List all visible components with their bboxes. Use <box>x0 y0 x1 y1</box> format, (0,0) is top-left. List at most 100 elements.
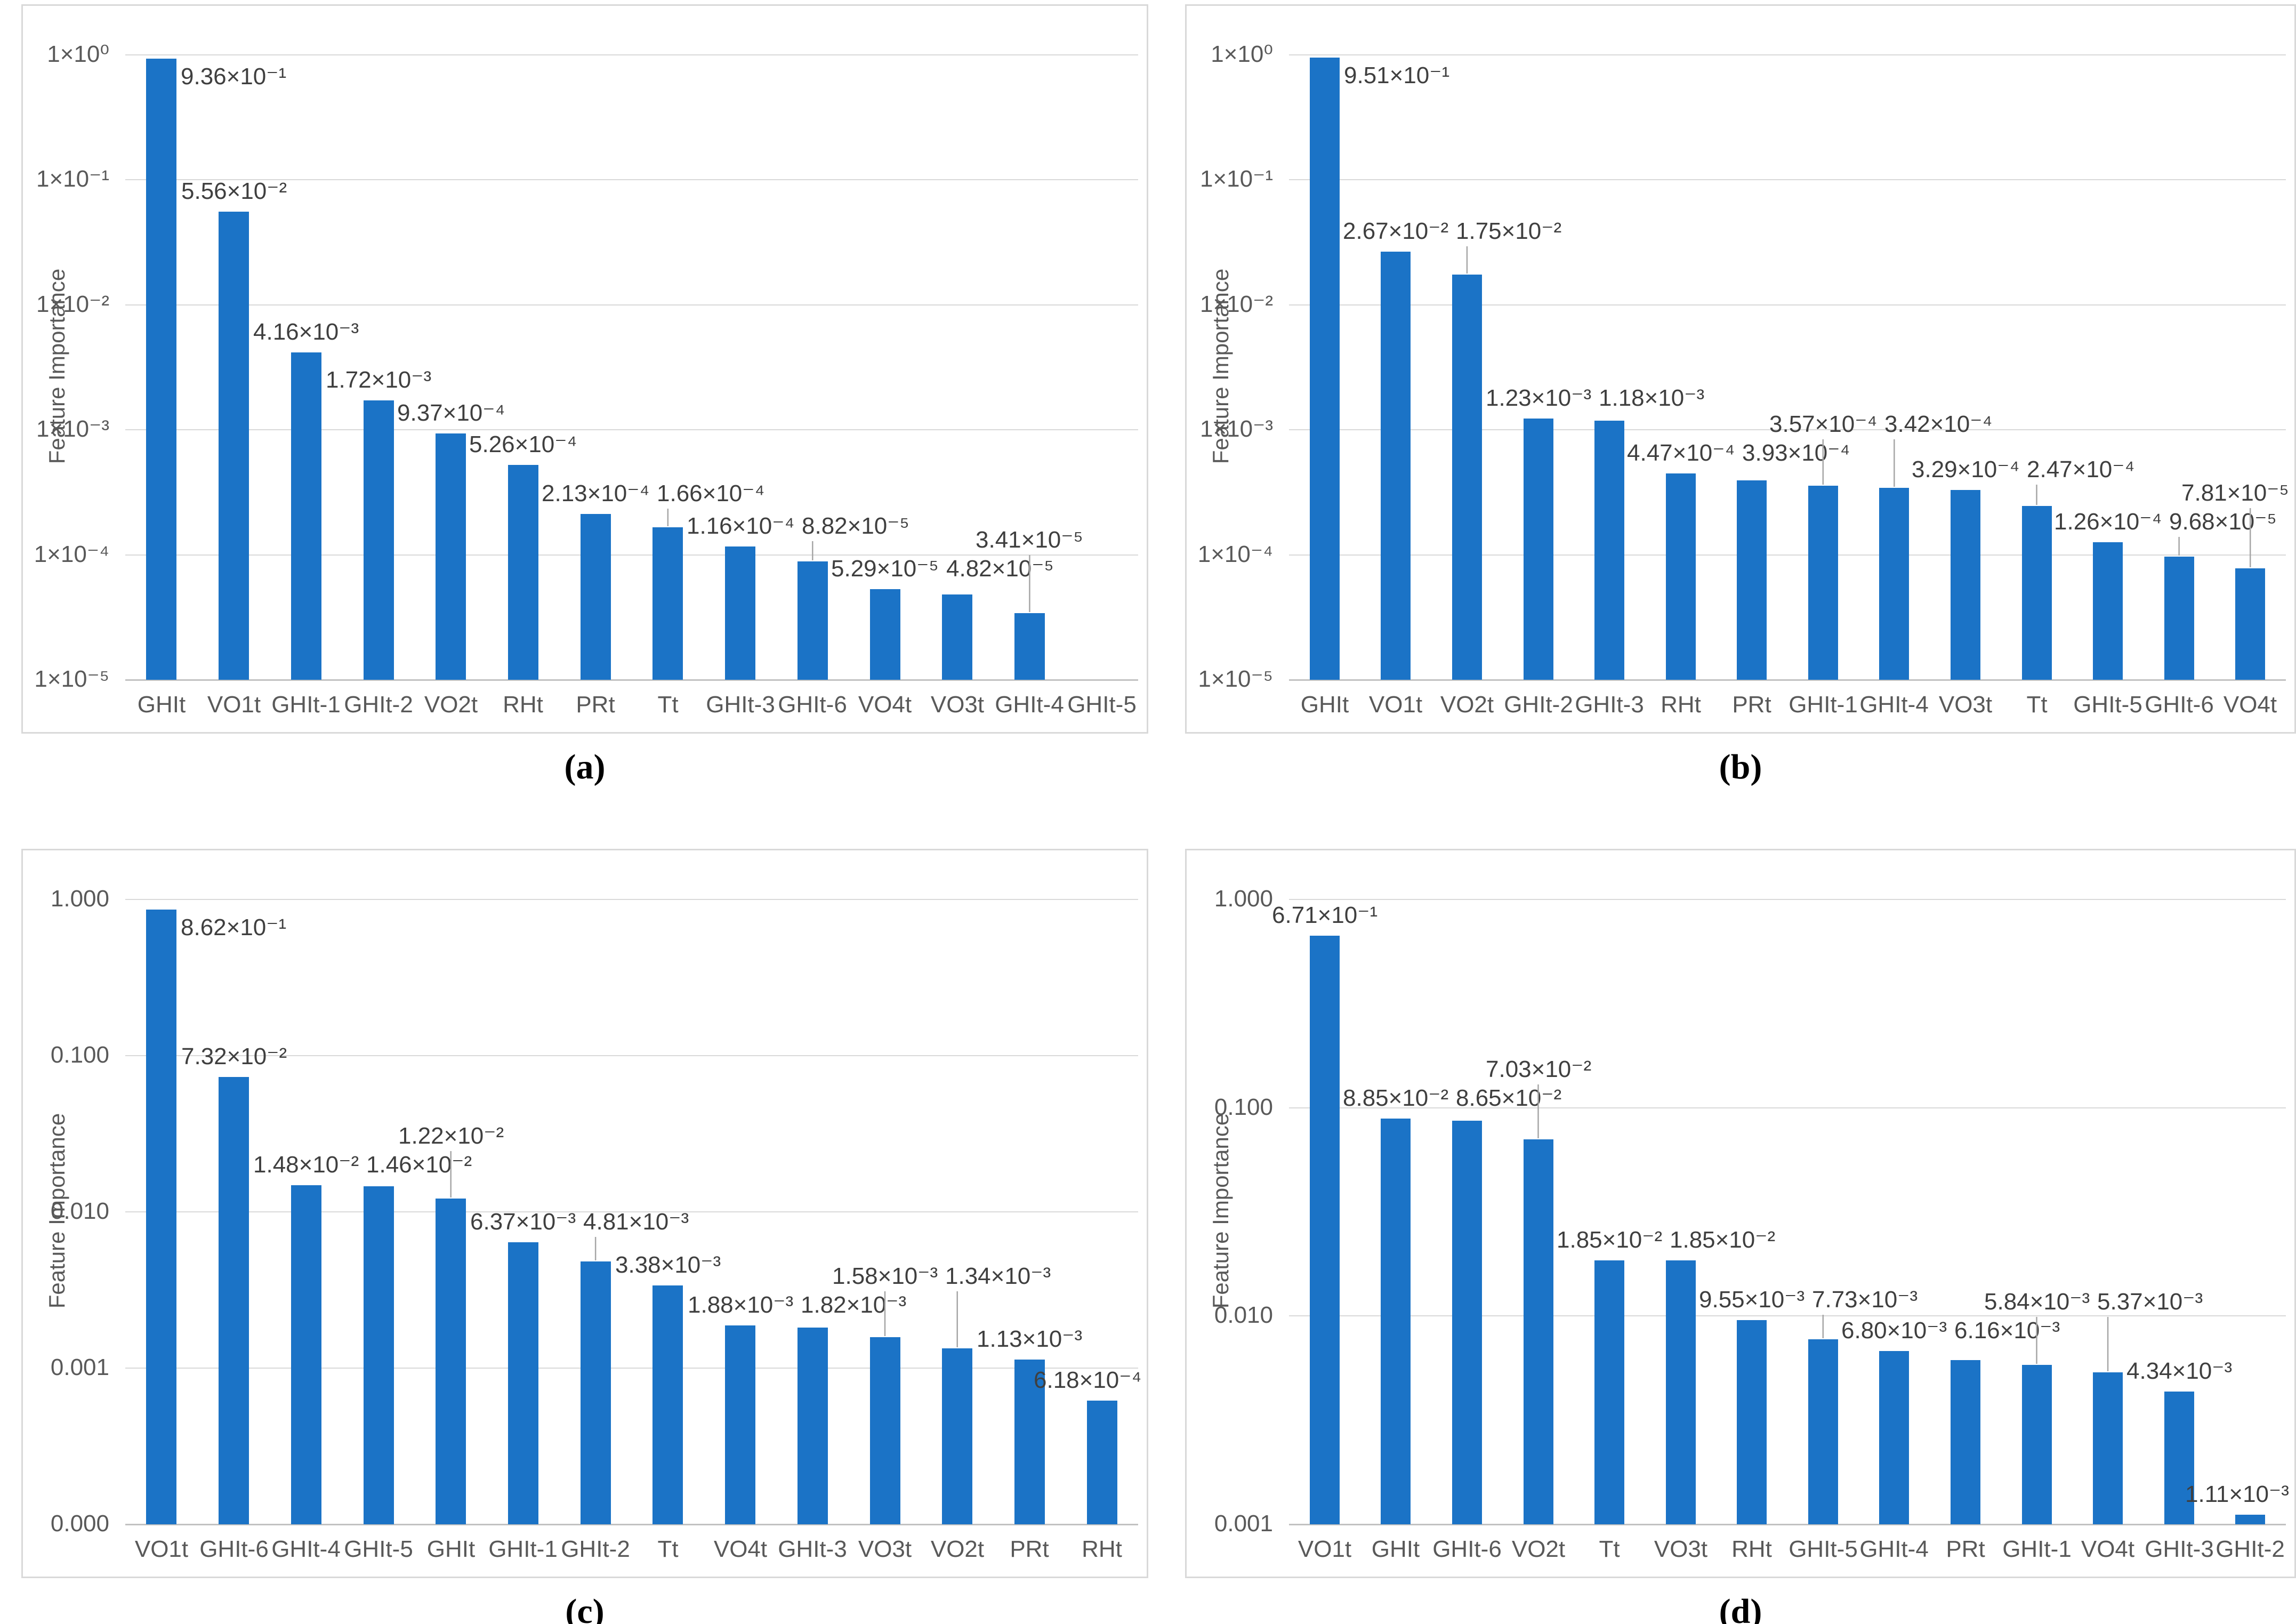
caption-a: (a) <box>564 747 606 786</box>
chart-b: 1×10⁰ 1×10⁻¹ 1×10⁻² 1×10⁻³ 1×10⁻⁴ 1×10⁻⁵ Featu… <box>1185 4 2296 734</box>
bar <box>1951 1360 1980 1524</box>
bar-value-label: 1.75×10⁻² <box>1456 218 1562 244</box>
y-tick-label: 0.010 <box>1214 1302 1273 1328</box>
x-tick-label: GHIt-1 <box>2002 1536 2072 1562</box>
bar <box>1951 490 1980 680</box>
bar-value-label: 6.37×10⁻³ <box>470 1209 576 1235</box>
x-tick-label: VO2t <box>1511 1536 1566 1562</box>
x-tick-label: RHt <box>1082 1536 1122 1562</box>
x-tick-label: PRt <box>1010 1536 1049 1562</box>
bar-value-label: 7.73×10⁻³ <box>1812 1287 1918 1313</box>
panel-b: 1×10⁰ 1×10⁻¹ 1×10⁻² 1×10⁻³ 1×10⁻⁴ 1×10⁻⁵ Featu… <box>1185 4 2296 786</box>
y-tick-label: 1.000 <box>1214 886 1273 912</box>
y-tick-label: 1×10⁻⁵ <box>1198 666 1273 692</box>
bar <box>1524 1139 1553 1524</box>
x-tick-label: VO3t <box>858 1536 912 1562</box>
x-tick-label: RHt <box>503 692 543 718</box>
bar <box>1014 1360 1045 1524</box>
y-tick-label: 0.001 <box>1214 1510 1273 1537</box>
gridline <box>125 429 1138 430</box>
y-tick-label: 1×10⁻² <box>1200 291 1273 317</box>
bar-value-label: 5.26×10⁻⁴ <box>469 431 577 457</box>
x-tick-label: GHIt-3 <box>1575 692 1644 718</box>
panel-d: 1.000 0.100 0.010 0.001 Feature Importance VO… <box>1185 849 2296 1624</box>
x-tick-label: GHIt-3 <box>778 1536 847 1562</box>
bar <box>2093 1372 2123 1524</box>
x-tick-label: VO4t <box>858 692 912 718</box>
bar-value-label: 1.34×10⁻³ <box>945 1263 1051 1289</box>
bar <box>1879 1351 1909 1524</box>
bar <box>2164 557 2194 680</box>
bar-value-label: 1.46×10⁻² <box>366 1152 472 1178</box>
x-tick-label: VO2t <box>930 1536 985 1562</box>
bar-value-label: 9.36×10⁻¹ <box>181 63 287 90</box>
gridline <box>1289 1107 2286 1108</box>
bar <box>942 594 972 680</box>
x-tick-label: GHIt <box>137 692 186 718</box>
bar <box>581 514 611 680</box>
bar-value-label: 8.62×10⁻¹ <box>181 914 287 940</box>
x-axis-line <box>125 1524 1138 1525</box>
y-tick-label: 0.000 <box>50 1510 109 1537</box>
bar <box>364 1186 394 1524</box>
bar <box>146 59 176 680</box>
bar-value-label: 9.68×10⁻⁵ <box>2169 509 2277 535</box>
y-tick-label: 1×10⁰ <box>47 41 109 67</box>
bar <box>219 212 249 680</box>
bar <box>436 1199 466 1524</box>
bar-value-label: 8.82×10⁻⁵ <box>802 513 909 539</box>
x-tick-label: GHIt <box>1371 1536 1420 1562</box>
bar <box>942 1348 972 1524</box>
bar-value-label: 4.81×10⁻³ <box>583 1209 689 1235</box>
bar-value-label: 1.11×10⁻³ <box>2185 1481 2289 1507</box>
bar-value-label: 1.48×10⁻² <box>253 1152 359 1178</box>
bar <box>581 1261 611 1524</box>
x-tick-label: Tt <box>1599 1536 1620 1562</box>
bar-value-label: 3.29×10⁻⁴ <box>1912 456 2020 483</box>
x-tick-label: VO3t <box>1654 1536 1708 1562</box>
bar <box>1524 419 1553 680</box>
x-tick-label: GHIt-4 <box>1859 1536 1929 1562</box>
bar-value-label: 5.56×10⁻² <box>181 178 287 204</box>
bar <box>1594 1260 1624 1524</box>
gridline <box>125 179 1138 180</box>
bar-value-label: 1.26×10⁻⁴ <box>2054 509 2162 535</box>
x-tick-label: GHIt-5 <box>344 1536 413 1562</box>
x-tick-label: GHIt-4 <box>1859 692 1929 718</box>
y-axis-title: Feature Importance <box>44 1113 69 1309</box>
bar <box>1879 488 1909 680</box>
gridline <box>1289 899 2286 900</box>
gridline <box>1289 304 2286 305</box>
bar <box>508 1242 538 1524</box>
bar-value-label: 2.67×10⁻² <box>1343 218 1449 244</box>
bar-value-label: 9.51×10⁻¹ <box>1344 62 1450 89</box>
bar-value-label: 3.57×10⁻⁴ <box>1769 411 1878 437</box>
bar-value-label: 4.47×10⁻⁴ <box>1627 440 1735 466</box>
bar-value-label: 5.37×10⁻³ <box>2097 1289 2203 1315</box>
x-tick-label: GHIt-2 <box>561 1536 630 1562</box>
bar-value-label: 3.42×10⁻⁴ <box>1884 411 1993 437</box>
bar-value-label: 9.37×10⁻⁴ <box>397 400 505 426</box>
bar-value-label: 2.13×10⁻⁴ <box>542 480 650 507</box>
bar-value-label: 1.88×10⁻³ <box>688 1292 794 1318</box>
caption-d: (d) <box>1719 1592 1762 1624</box>
bar-value-label: 7.81×10⁻⁵ <box>2181 480 2289 506</box>
bar-value-label: 9.55×10⁻³ <box>1699 1287 1805 1313</box>
gridline <box>125 304 1138 305</box>
bar <box>870 589 900 680</box>
bar <box>870 1337 900 1524</box>
y-tick-label: 0.001 <box>50 1354 109 1380</box>
x-tick-label: GHIt-6 <box>778 692 847 718</box>
bar-value-label: 6.18×10⁻⁴ <box>1034 1367 1142 1393</box>
gridline <box>1289 54 2286 55</box>
bar-value-label: 5.84×10⁻³ <box>1984 1289 2090 1315</box>
x-tick-label: Tt <box>657 1536 679 1562</box>
x-tick-label: GHIt-3 <box>706 692 775 718</box>
y-tick-label: 1×10⁻⁴ <box>34 541 109 567</box>
gridline <box>1289 1315 2286 1316</box>
bar-value-label: 4.82×10⁻⁵ <box>946 556 1054 582</box>
bar <box>2093 542 2123 680</box>
gridline <box>1289 429 2286 430</box>
y-tick-label: 1×10⁻³ <box>1200 416 1273 442</box>
